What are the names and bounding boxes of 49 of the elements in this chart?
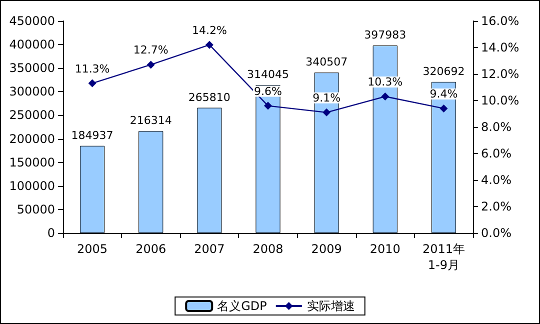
legend-label: 实际增速 bbox=[306, 299, 355, 313]
data-label: 265810 bbox=[188, 90, 230, 104]
y2-tick-label: 14.0% bbox=[481, 40, 520, 54]
y-tick-label: 0 bbox=[47, 226, 55, 240]
x-tick-label: 2008 bbox=[252, 242, 284, 256]
point bbox=[205, 40, 214, 49]
point bbox=[146, 60, 155, 69]
data-label: 10.3% bbox=[368, 76, 403, 89]
data-label: 397983 bbox=[364, 28, 406, 42]
data-label: 9.4% bbox=[430, 87, 458, 100]
data-label: 216314 bbox=[130, 114, 172, 128]
data-label: 320692 bbox=[422, 64, 465, 78]
x-tick-label: 2007 bbox=[194, 242, 225, 256]
data-label: 340507 bbox=[306, 56, 348, 69]
data-label: 314045 bbox=[247, 68, 289, 82]
y-tick-label: 250000 bbox=[9, 108, 55, 122]
point bbox=[440, 104, 448, 112]
x-tick-label: 2005 bbox=[77, 242, 108, 256]
y-tick-label: 450000 bbox=[9, 14, 55, 28]
point bbox=[88, 79, 96, 88]
data-label: 14.2% bbox=[192, 24, 227, 37]
y2-tick-label: 10.0% bbox=[481, 94, 520, 108]
y-tick-label: 300000 bbox=[9, 84, 55, 99]
y-tick-label: 150000 bbox=[9, 155, 55, 170]
x-tick-label: 2009 bbox=[311, 242, 342, 256]
legend-label: 名义GDP bbox=[217, 299, 267, 313]
x-tick-label: 2006 bbox=[136, 242, 166, 256]
data-label: 9.6% bbox=[254, 84, 282, 98]
y2-tick-label: 0.0% bbox=[481, 226, 512, 240]
y-tick-label: 50000 bbox=[16, 202, 55, 216]
data-label: 184937 bbox=[71, 128, 114, 142]
y2-tick-label: 16.0% bbox=[481, 14, 520, 28]
y-tick-label: 400000 bbox=[9, 38, 55, 52]
x-tick-label: 2011年 1-9月 bbox=[422, 242, 465, 272]
y2-tick-label: 2.0% bbox=[481, 200, 512, 214]
y2-tick-label: 6.0% bbox=[481, 146, 512, 160]
y2-tick-label: 12.0% bbox=[481, 67, 520, 81]
point bbox=[264, 102, 272, 110]
point bbox=[322, 108, 331, 116]
data-label: 11.3% bbox=[74, 62, 110, 76]
y-tick-label: 200000 bbox=[9, 132, 55, 146]
point bbox=[381, 92, 390, 101]
data-label: 9.1% bbox=[312, 91, 341, 104]
x-tick-label: 2010 bbox=[370, 242, 400, 256]
y2-tick-label: 4.0% bbox=[481, 173, 512, 187]
y-tick-label: 100000 bbox=[9, 178, 55, 193]
y2-tick-label: 8.0% bbox=[481, 120, 512, 134]
data-label: 12.7% bbox=[133, 44, 168, 57]
y-tick-label: 350000 bbox=[9, 61, 55, 76]
